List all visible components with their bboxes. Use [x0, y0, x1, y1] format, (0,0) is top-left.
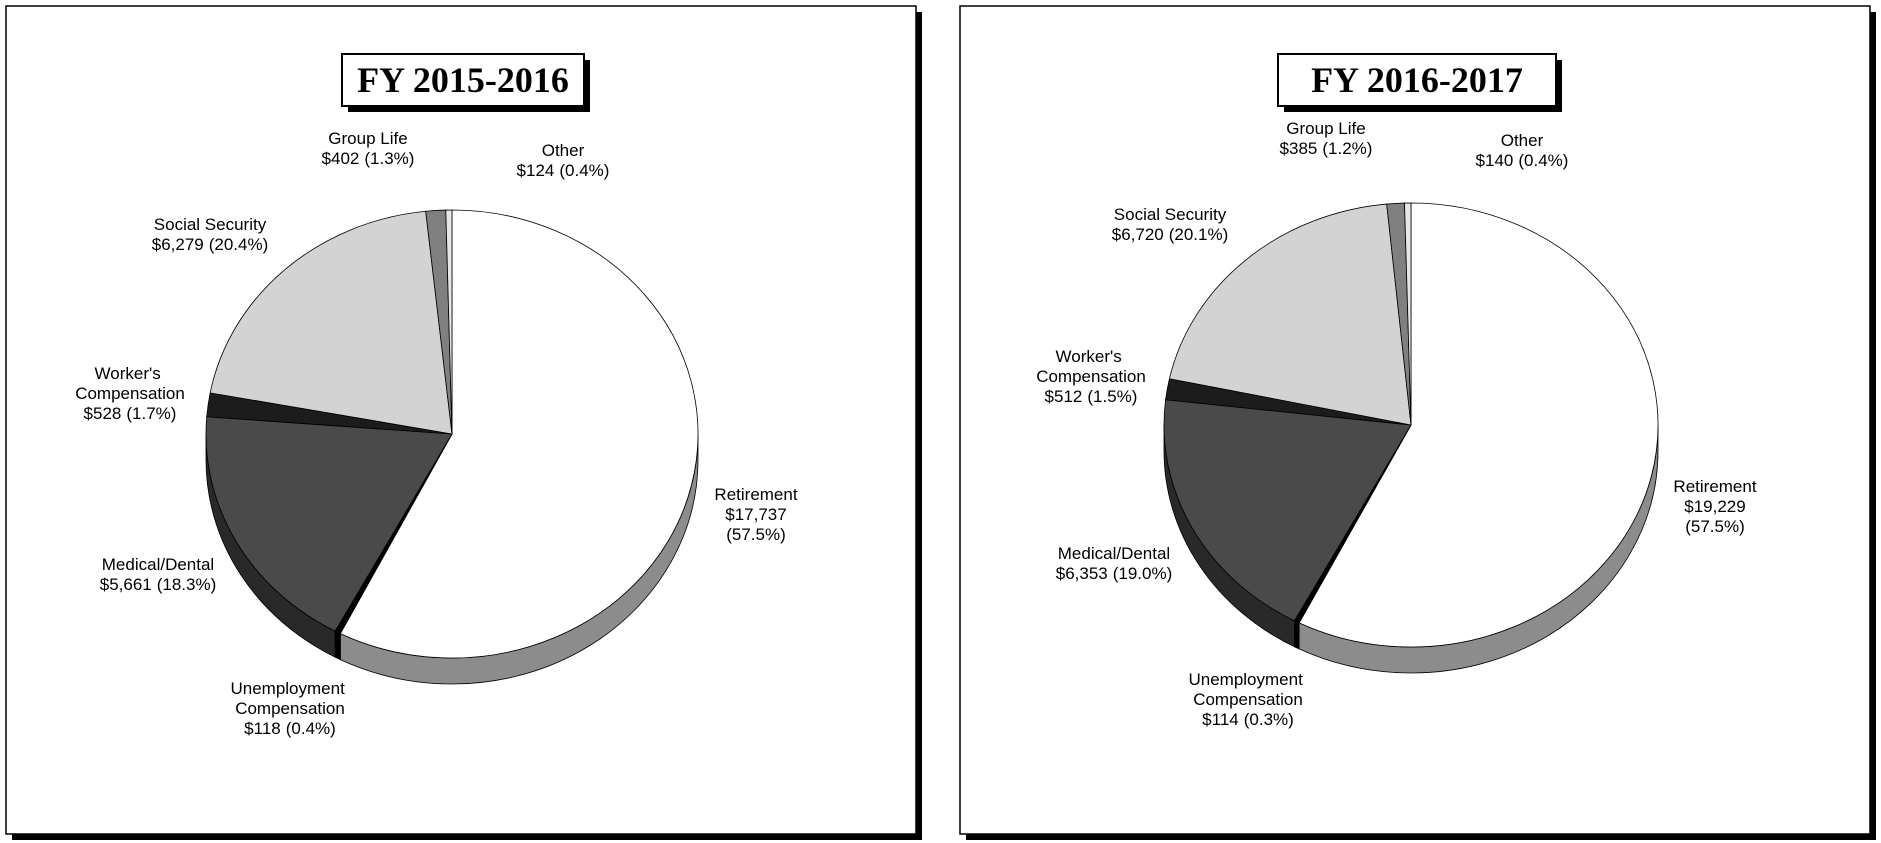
label-line: Compensation: [1036, 367, 1146, 386]
value-label: $124: [517, 161, 555, 180]
slice-label: Medical/Dental: [1058, 544, 1170, 563]
slice-label: Medical/Dental: [102, 555, 214, 574]
slice-label: Group Life: [328, 129, 407, 148]
value-label-line: $118 (0.4%): [244, 719, 336, 738]
value-label-line: $114 (0.3%): [1202, 710, 1294, 729]
value-label-line: $124 (0.4%): [517, 161, 610, 180]
value-label-line: $6,720 (20.1%): [1112, 225, 1229, 244]
chart-title: FY 2015-2016: [357, 60, 569, 100]
percent-label-line: (57.5%): [1685, 517, 1745, 536]
value-label-line: $402 (1.3%): [322, 149, 415, 168]
percent-label: (1.3%): [364, 149, 414, 168]
slice: [1404, 202, 1412, 426]
value-label: $17,737: [725, 505, 786, 524]
label-line: Unemployment: [1188, 670, 1307, 689]
percent-label: (20.4%): [209, 235, 269, 254]
value-label: $19,229: [1684, 497, 1745, 516]
value-label: $6,720: [1112, 225, 1164, 244]
chart-title: FY 2016-2017: [1311, 60, 1523, 100]
value-label: $512: [1045, 387, 1083, 406]
slice: [1163, 399, 1412, 622]
value-label: $6,353: [1056, 564, 1108, 583]
percent-label-line: (57.5%): [726, 525, 786, 544]
label-line: Unemployment: [230, 679, 349, 698]
value-label: $402: [322, 149, 360, 168]
slice-label: Other: [1501, 131, 1544, 150]
value-label: $118: [244, 719, 281, 738]
percent-label: (0.4%): [286, 719, 336, 738]
value-label-line: $385 (1.2%): [1280, 139, 1373, 158]
percent-label: (20.1%): [1169, 225, 1229, 244]
percent-label: (0.3%): [1244, 710, 1294, 729]
percent-label: (19.0%): [1113, 564, 1173, 583]
slice-label: Other: [542, 141, 585, 160]
label-line: Compensation: [235, 699, 345, 718]
title-box: [341, 53, 585, 107]
value-label-line: $528 (1.7%): [84, 404, 177, 423]
value-label: $528: [84, 404, 122, 423]
value-label-line: $6,279 (20.4%): [152, 235, 269, 254]
slice-label: Retirement: [714, 485, 797, 504]
value-label: $385: [1280, 139, 1318, 158]
value-label: $5,661: [100, 575, 152, 594]
percent-label: (18.3%): [157, 575, 217, 594]
label-line: Worker's: [1056, 347, 1127, 366]
value-label: $114: [1202, 710, 1239, 729]
value-label-line: $17,737: [725, 505, 786, 524]
label-line: Compensation: [75, 384, 185, 403]
slice-label: Group Life: [1286, 119, 1365, 138]
slice-side: [334, 630, 341, 661]
percent-label: (1.2%): [1322, 139, 1372, 158]
slice: [339, 209, 699, 659]
slice: [1168, 203, 1412, 426]
slice-label: Worker's Compensation: [75, 364, 185, 403]
value-label-line: $512 (1.5%): [1045, 387, 1138, 406]
label-line: Worker's: [95, 364, 166, 383]
slice-label: Unemployment Compensation: [1188, 670, 1307, 709]
slice-label: Social Security: [154, 215, 267, 234]
slice-side: [1294, 620, 1300, 650]
value-label-line: $6,353 (19.0%): [1056, 564, 1173, 583]
value-label: $6,279: [152, 235, 204, 254]
slice: [209, 210, 453, 435]
value-label-line: $5,661 (18.3%): [100, 575, 217, 594]
slice: [1298, 202, 1659, 648]
title-box: [1277, 53, 1557, 107]
percent-label: (57.5%): [1685, 517, 1745, 536]
percent-label: (0.4%): [559, 161, 609, 180]
percent-label: (1.5%): [1087, 387, 1137, 406]
slice-label: Retirement: [1673, 477, 1756, 496]
slice: [445, 209, 453, 435]
percent-label: (0.4%): [1518, 151, 1568, 170]
label-line: Compensation: [1193, 690, 1303, 709]
percent-label: (57.5%): [726, 525, 786, 544]
value-label: $140: [1476, 151, 1514, 170]
slice-label: Worker's Compensation: [1036, 347, 1146, 386]
slice-label: Social Security: [1114, 205, 1227, 224]
slice: [205, 416, 453, 632]
slice-label: Unemployment Compensation: [230, 679, 349, 718]
value-label-line: $140 (0.4%): [1476, 151, 1569, 170]
value-label-line: $19,229: [1684, 497, 1745, 516]
percent-label: (1.7%): [126, 404, 176, 423]
